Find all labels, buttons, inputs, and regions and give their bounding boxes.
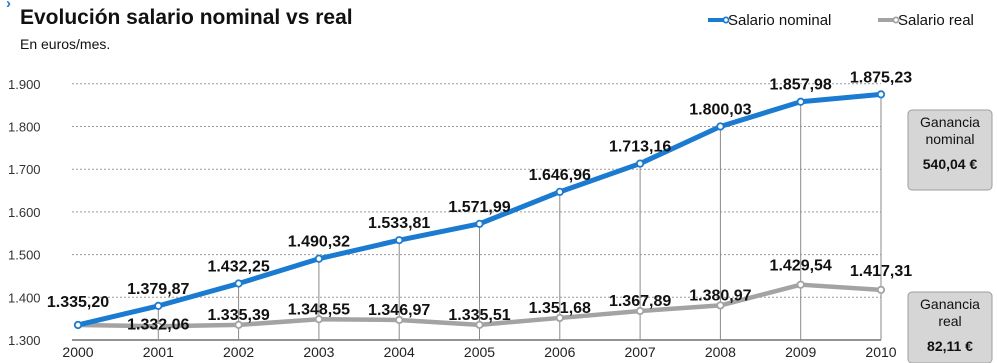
data-point-1 [716,301,725,310]
data-label: 1.857,98 [770,77,832,94]
data-label: 1.380,97 [689,287,751,304]
data-point-1 [796,280,805,289]
gain-box-text: Ganancia [920,296,980,312]
data-point-0 [234,279,243,288]
data-point-1 [234,320,243,329]
data-point-0 [635,159,645,168]
title-marker: › [6,0,11,12]
data-point-1 [555,313,564,323]
data-point-0 [395,236,404,245]
y-tick-label: 1.500 [8,248,41,263]
data-points [73,90,886,331]
data-label: 1.335,51 [448,307,510,324]
x-tick-label: 2006 [544,344,575,360]
legend-label-1: Salario real [898,12,974,29]
x-tick-label: 2010 [865,344,896,360]
data-label: 1.646,96 [529,167,591,184]
data-label: 1.800,03 [689,101,751,118]
data-point-1 [154,322,163,331]
data-point-0 [555,187,564,196]
x-tick-label: 2009 [785,344,816,360]
gain-box-0 [907,109,993,191]
data-label: 1.432,25 [207,259,269,276]
x-tick-label: 2005 [464,344,495,360]
x-tick-label: 2004 [384,344,415,360]
chart-subtitle: En euros/mes. [20,36,110,52]
y-tick-label: 1.400 [8,290,41,305]
legend-label-0: Salario nominal [728,12,831,29]
data-point-1 [314,315,323,324]
gain-box-value: 82,11 € [927,338,973,354]
y-tick-label: 1.600 [8,205,41,220]
data-label: 1.348,55 [288,301,350,318]
y-tick-label: 1.700 [8,162,41,177]
data-label: 1.367,89 [609,293,671,310]
data-label: 1.346,97 [368,302,430,319]
y-tick-label: 1.800 [8,120,41,135]
x-tick-label: 2003 [303,344,334,360]
data-point-1 [475,320,484,329]
data-label: 1.713,16 [609,139,671,156]
data-point-1 [395,315,404,325]
data-label: 1.533,81 [368,215,430,232]
gain-box-1 [907,291,993,363]
drop-lines [157,94,882,340]
data-label: 1.335,39 [207,307,269,324]
data-point-1 [876,285,886,295]
data-point-0 [73,320,83,330]
x-tick-label: 2000 [62,344,93,360]
data-label: 1.571,99 [448,199,510,216]
gain-box-text: real [938,313,961,329]
data-label: 1.875,23 [850,69,912,86]
data-point-0 [154,301,163,310]
legend-marker-1 [892,16,900,24]
y-axis: 1.300 1.400 1.500 1.600 1.700 1.800 1.900 [8,77,881,348]
data-label: 1.332,06 [127,316,189,333]
grid [72,83,881,298]
legend-marker-0 [722,16,730,24]
data-label: 1.335,20 [47,294,109,311]
data-point-0 [796,97,805,106]
data-point-0 [475,219,484,228]
data-label: 1.417,31 [850,263,912,280]
x-tick-label: 2001 [143,344,174,360]
chart-title: Evolución salario nominal vs real [20,6,353,29]
data-point-1 [635,306,645,316]
y-tick-label: 1.900 [8,77,41,92]
data-labels: 1.335,20 1.379,87 1.432,25 1.490,32 1.533,81… [47,69,912,333]
legend: Salario nominal Salario real [708,12,974,29]
data-label: 1.490,32 [288,234,350,251]
data-point-0 [716,122,725,131]
data-label: 1.379,87 [127,281,189,298]
gain-box-value: 540,04 € [923,156,978,172]
gain-box-text: Ganancia [920,114,980,130]
data-label: 1.351,68 [529,300,591,317]
x-tick-label: 2008 [705,344,736,360]
x-axis: 2000 2001 2002 2003 2004 2005 2006 2007 2008 2009… [62,344,896,360]
gain-box-text: nominal [925,131,974,147]
data-label: 1.429,54 [770,258,832,275]
data-point-0 [876,90,886,99]
data-point-0 [314,254,323,263]
x-tick-label: 2002 [223,344,254,360]
x-tick-label: 2007 [625,344,656,360]
y-tick-label: 1.300 [8,333,41,348]
